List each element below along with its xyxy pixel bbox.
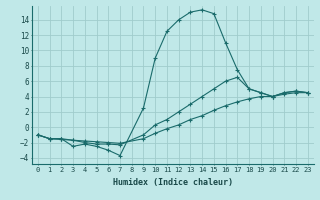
X-axis label: Humidex (Indice chaleur): Humidex (Indice chaleur) [113,178,233,187]
